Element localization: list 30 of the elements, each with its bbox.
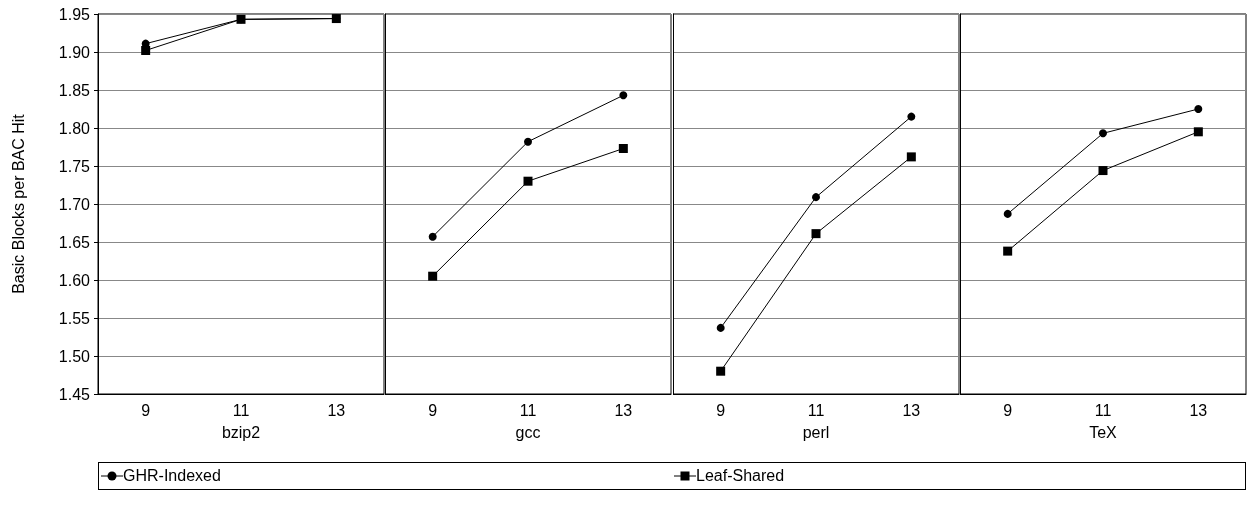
x-tick-label: 13 — [901, 401, 920, 419]
x-tick-label: 9 — [715, 401, 725, 419]
x-axis-title: perl — [802, 423, 829, 441]
x-axis-title: bzip2 — [221, 423, 261, 441]
x-tick-label: 11 — [519, 401, 537, 419]
y-axis-title: Basic Blocks per BAC Hit — [9, 113, 27, 294]
x-axis-title: TeX — [1088, 423, 1117, 441]
x-tick-label: 11 — [232, 401, 250, 419]
legend-label: GHR-Indexed — [123, 467, 221, 485]
y-tick-label: 1.80 — [58, 119, 91, 137]
y-tick-label: 1.95 — [58, 5, 91, 23]
x-tick-label: 11 — [807, 401, 824, 419]
y-tick-label: 1.60 — [58, 271, 91, 289]
x-tick-label: 9 — [141, 401, 151, 419]
y-tick-label: 1.75 — [58, 157, 91, 175]
y-tick-label: 1.85 — [58, 81, 91, 99]
y-tick-label: 1.70 — [58, 195, 91, 213]
y-tick-label: 1.50 — [58, 347, 91, 365]
x-tick-label: 9 — [1002, 401, 1012, 419]
y-tick-label: 1.55 — [58, 309, 91, 327]
x-tick-label: 13 — [614, 401, 633, 419]
y-tick-label: 1.65 — [58, 233, 91, 251]
y-tick-label: 1.45 — [58, 385, 91, 403]
x-tick-label: 13 — [327, 401, 346, 419]
x-tick-label: 9 — [428, 401, 438, 419]
legend-label: Leaf-Shared — [696, 467, 785, 485]
x-tick-label: 11 — [1094, 401, 1112, 419]
x-tick-label: 13 — [1189, 401, 1208, 419]
x-axis-title: gcc — [515, 423, 541, 441]
y-tick-label: 1.90 — [58, 43, 91, 61]
